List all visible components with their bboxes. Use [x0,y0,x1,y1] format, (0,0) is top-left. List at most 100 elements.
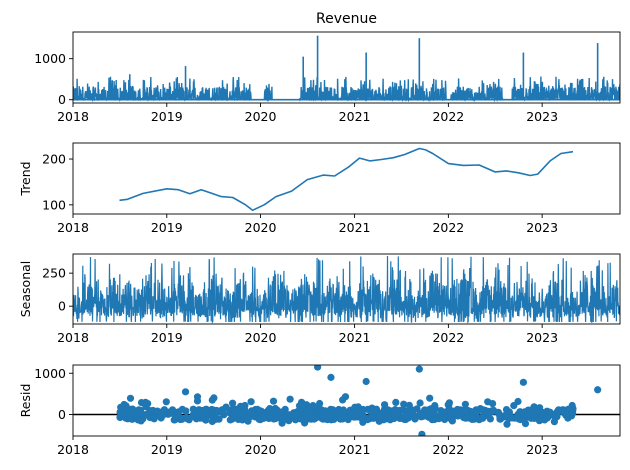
x-tick-label: 2020 [245,330,277,345]
resid-point [354,403,362,411]
resid-point [373,407,381,415]
resid-point [153,407,161,415]
panel-seasonal: 2018 2019 2020 2021 2022 2023 0 250 Seasonal [18,253,621,345]
resid-point [346,410,354,418]
x-tick-label: 2020 [245,442,277,457]
x-tick-label: 2019 [151,109,183,124]
y-tick-label: 0 [58,407,66,422]
resid-point [503,420,511,428]
y-axis-label: Trend [18,161,33,196]
resid-point [226,416,234,424]
x-tick-label: 2023 [526,109,558,124]
axes-frame [72,253,621,325]
x-tick-label: 2019 [151,220,183,235]
resid-point [428,416,436,424]
resid-point [335,410,343,418]
resid-point [210,394,218,402]
resid-point [189,413,197,421]
resid-point [341,412,349,421]
x-tick-label: 2019 [151,330,183,345]
resid-point [475,416,483,424]
resid-point [259,413,267,421]
resid-point [211,415,220,423]
resid-point [202,416,210,424]
resid-point [160,406,168,414]
x-tick-label: 2021 [339,442,371,457]
resid-point [468,413,476,421]
x-tick-label: 2018 [57,220,89,235]
resid-outlier [415,365,423,373]
resid-point [231,407,239,415]
resid-point [531,408,539,416]
resid-point [426,394,434,402]
resid-point [298,405,306,413]
trend-line [119,147,574,212]
resid-point [435,414,443,422]
resid-points [116,365,602,436]
x-tick-label: 2020 [245,109,277,124]
plot-area [73,255,620,324]
resid-point [496,412,504,420]
revenue-series [73,76,620,103]
resid-point [416,399,424,407]
resid-point [277,408,285,416]
resid-point [489,400,497,408]
y-tick-label: 200 [42,152,66,167]
plot-area [119,147,574,212]
x-tick-label: 2020 [245,220,277,235]
resid-point [392,398,400,406]
resid-outlier [327,373,335,381]
x-tick-label: 2018 [57,330,89,345]
resid-point [545,408,554,416]
resid-point [411,415,419,423]
resid-point [286,395,294,403]
resid-point [401,412,409,420]
resid-outlier [362,377,370,386]
resid-point [485,412,493,421]
resid-outlier [313,365,322,371]
resid-point [137,407,145,415]
plot-area [73,365,620,436]
resid-point [297,415,305,423]
y-tick-label: 0 [58,92,66,107]
y-tick-label: 100 [42,197,66,212]
resid-outlier [519,378,527,386]
x-tick-label: 2021 [339,109,371,124]
resid-point [550,418,559,426]
resid-point [339,396,347,404]
x-tick-label: 2022 [432,220,464,235]
x-tick-label: 2021 [339,330,371,345]
resid-point [202,405,210,413]
resid-point [461,400,469,408]
resid-point [229,399,237,407]
resid-point [510,402,518,410]
resid-point [356,411,364,419]
x-tick-label: 2018 [57,442,89,457]
x-tick-label: 2022 [432,330,464,345]
resid-point [126,394,135,402]
panel-observed: 2018 2019 2020 2021 2022 2023 0 1000 Revenue [34,11,621,124]
resid-point [193,397,202,405]
y-axis-label: Seasonal [18,261,33,318]
resid-point [565,405,573,413]
resid-point [246,409,254,417]
resid-point [502,406,511,414]
resid-point [122,402,130,410]
x-tick-label: 2023 [526,220,558,235]
x-tick-label: 2023 [526,442,558,457]
axes-frame [72,142,621,215]
resid-point [381,401,389,409]
plot-area [73,35,620,103]
resid-point [182,413,190,422]
resid-point [380,408,388,416]
resid-point [448,408,456,417]
resid-point [241,405,249,414]
axes-frame [72,364,621,437]
resid-point [127,415,135,423]
resid-point [147,414,155,422]
resid-point [316,399,324,408]
resid-point [427,405,435,413]
x-tick-label: 2023 [526,330,558,345]
